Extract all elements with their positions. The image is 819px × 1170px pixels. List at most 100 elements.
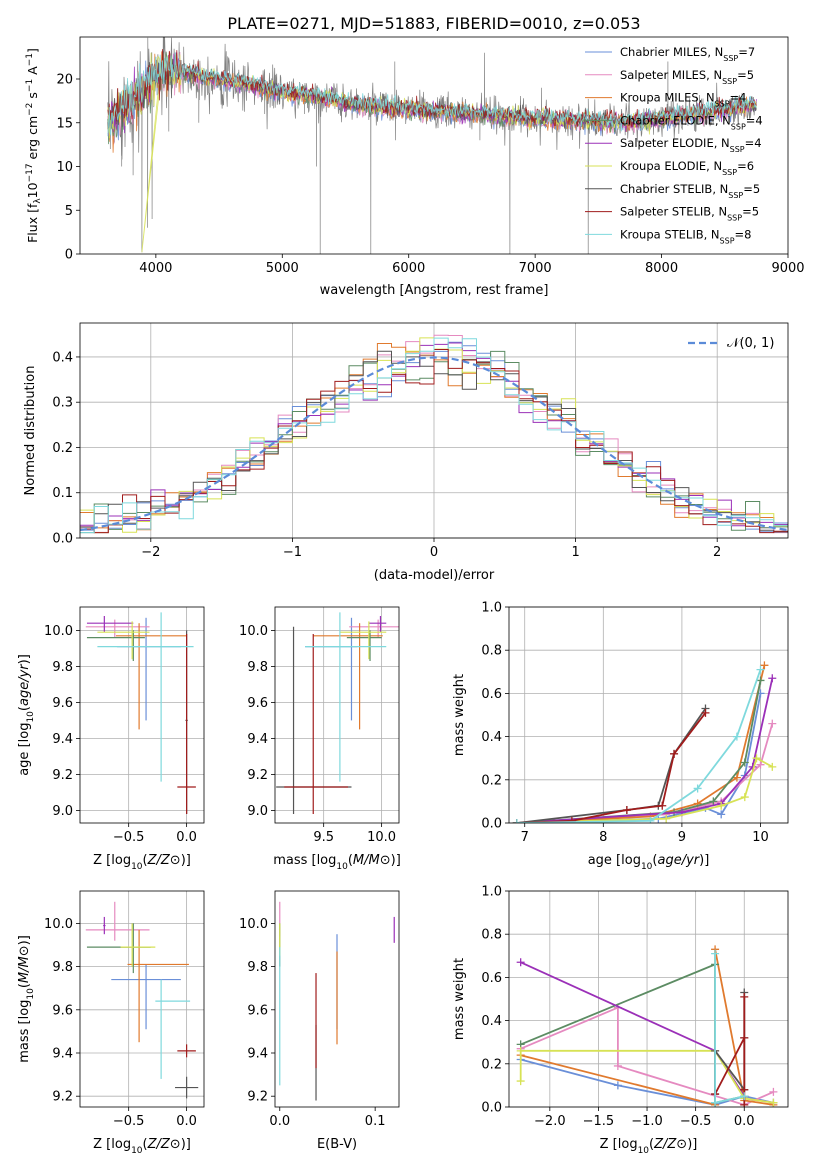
x-tick-label: 7000 (519, 261, 552, 276)
label-part: M/M⊙ (353, 853, 391, 868)
spectrum-panel: 4000 5000 6000 7000 8000 9000 0 5 10 15 20 Chabrier… (25, 36, 805, 298)
axes-frame (79, 890, 205, 1108)
x-axis-label: (data-model)/error (374, 568, 495, 583)
x-tick-label: 0.1 (365, 1114, 386, 1129)
legend-sub: SSP (731, 122, 746, 131)
data-point-marker (567, 816, 576, 823)
legend-sub: SSP (727, 213, 742, 222)
y-tick-label: 9.2 (247, 768, 268, 783)
label-part: Z [log (93, 853, 131, 868)
y-tick-label: 9.0 (52, 804, 73, 819)
label-part: 10 (131, 1146, 143, 1156)
data-point-marker (768, 674, 777, 683)
legend-sub: SSP (723, 54, 738, 63)
model-spectrum-line (107, 52, 757, 137)
x-tick-label: 10 (752, 830, 769, 845)
y-tick-label: 9.6 (52, 696, 73, 711)
x-axis-label: Z [log10(Z/Z⊙)] (93, 1137, 191, 1156)
plot-area (279, 901, 395, 1101)
data-point-marker (769, 1098, 778, 1107)
residuals-panel: −2 −1 0 1 2 0.0 0.1 0.2 0.3 0.4 𝒩(0, 1) (data-model… (23, 322, 789, 583)
x-tick-label: 2 (713, 545, 721, 560)
y-tick-label: 9.4 (52, 1047, 73, 1062)
y-tick-label: 0 (65, 248, 73, 263)
label-part: Z/Z⊙ (147, 853, 181, 868)
data-point-marker (756, 676, 765, 685)
y-tick-label: 0.2 (52, 441, 73, 456)
label-part: age/yr (17, 663, 32, 706)
label-part: −2 (25, 103, 35, 116)
x-axis-label: E(B-V) (317, 1137, 357, 1152)
x-tick-label: 10.0 (367, 830, 396, 845)
data-point-marker (740, 992, 749, 1001)
age-vs-mass-panel: 9.5 10.0 9.0 9.2 9.4 9.6 9.8 10.0 mass [log10(M/… (239, 606, 401, 872)
data-point-marker (516, 1046, 525, 1055)
x-tick-label: 0.0 (176, 1114, 197, 1129)
axes-frame (79, 322, 789, 539)
y-tick-label: 0.6 (481, 687, 502, 702)
y-tick-label: 0.0 (481, 1101, 502, 1116)
x-tick-label: 1 (571, 545, 579, 560)
data-point-marker (768, 719, 777, 728)
legend-count: =7 (738, 45, 755, 59)
y-tick-label: 9.2 (247, 1090, 268, 1105)
y-tick-label: 10.0 (239, 917, 268, 932)
legend-sub: SSP (728, 190, 743, 199)
data-point-marker (613, 1081, 622, 1090)
x-tick-label: −1 (283, 545, 302, 560)
x-tick-label: 0.0 (176, 830, 197, 845)
axes-frame (274, 890, 400, 1108)
y-tick-label: 9.8 (247, 660, 268, 675)
x-tick-label: 5000 (266, 261, 299, 276)
y-tick-label: 9.2 (52, 1090, 73, 1105)
y-tick-label: 15 (56, 116, 73, 131)
plot-area (276, 612, 399, 814)
label-part: −1 (25, 53, 35, 66)
legend-name: Kroupa ELODIE, N (620, 159, 722, 173)
label-part: ( (652, 853, 657, 868)
data-point-marker (512, 819, 521, 823)
y-tick-label: 1.0 (481, 885, 502, 900)
y-tick-label: 9.4 (247, 732, 268, 747)
legend-name: Chabrier ELODIE, N (620, 113, 731, 127)
legend-name: Salpeter STELIB, N (620, 205, 727, 219)
x-tick-label: 9.5 (313, 830, 334, 845)
x-tick-label: −0.5 (113, 1114, 145, 1129)
mass-weight-line (516, 707, 707, 823)
x-tick-label: −1.5 (583, 1114, 615, 1129)
legend-entry: Salpeter MILES, NSSP=5 (620, 68, 754, 86)
label-part: M/M⊙ (17, 945, 32, 983)
x-tick-label: 0 (430, 545, 438, 560)
mass-weight-vs-metallicity-panel: −2.0 −1.5 −1.0 −0.5 0.0 0.0 0.2 0.4 0.6 0.8 1.0 Z [… (452, 885, 789, 1156)
plot-area (85, 901, 199, 1099)
legend-sub: SSP (722, 168, 737, 177)
data-point-marker (740, 793, 749, 802)
legend-count: =4 (745, 136, 762, 150)
x-tick-label: −0.5 (113, 830, 145, 845)
y-tick-label: 9.2 (52, 768, 73, 783)
x-tick-label: 9 (678, 830, 686, 845)
x-tick-label: −0.5 (680, 1114, 712, 1129)
label-part: s (25, 92, 40, 103)
figure-title: PLATE=0271, MJD=51883, FIBERID=0010, z=0… (227, 14, 640, 33)
label-part: erg cm (25, 116, 40, 164)
y-tick-label: 0.0 (481, 817, 502, 832)
legend-name: Chabrier MILES, N (620, 45, 723, 59)
data-point-marker (756, 665, 765, 674)
legend-count: =4 (746, 113, 763, 127)
mass-vs-ebv-panel: 0.0 0.1 9.2 9.4 9.6 9.8 10.0 E(B-V) (239, 890, 400, 1152)
label-part: 10 (26, 711, 36, 723)
label-part: age [log (588, 853, 641, 868)
label-part: λ (33, 198, 43, 204)
legend-count: =5 (737, 68, 754, 82)
label-part: 10 (25, 182, 40, 198)
plot-area (516, 945, 778, 1107)
data-point-marker (622, 806, 631, 815)
residual-histogram (80, 349, 788, 534)
y-axis-label: mass weight (452, 958, 467, 1040)
y-tick-label: 9.6 (247, 1003, 268, 1018)
legend-sub: SSP (720, 236, 735, 245)
y-tick-label: 9.4 (52, 732, 73, 747)
data-point-marker (711, 1098, 720, 1107)
legend-name: Salpeter MILES, N (620, 68, 722, 82)
